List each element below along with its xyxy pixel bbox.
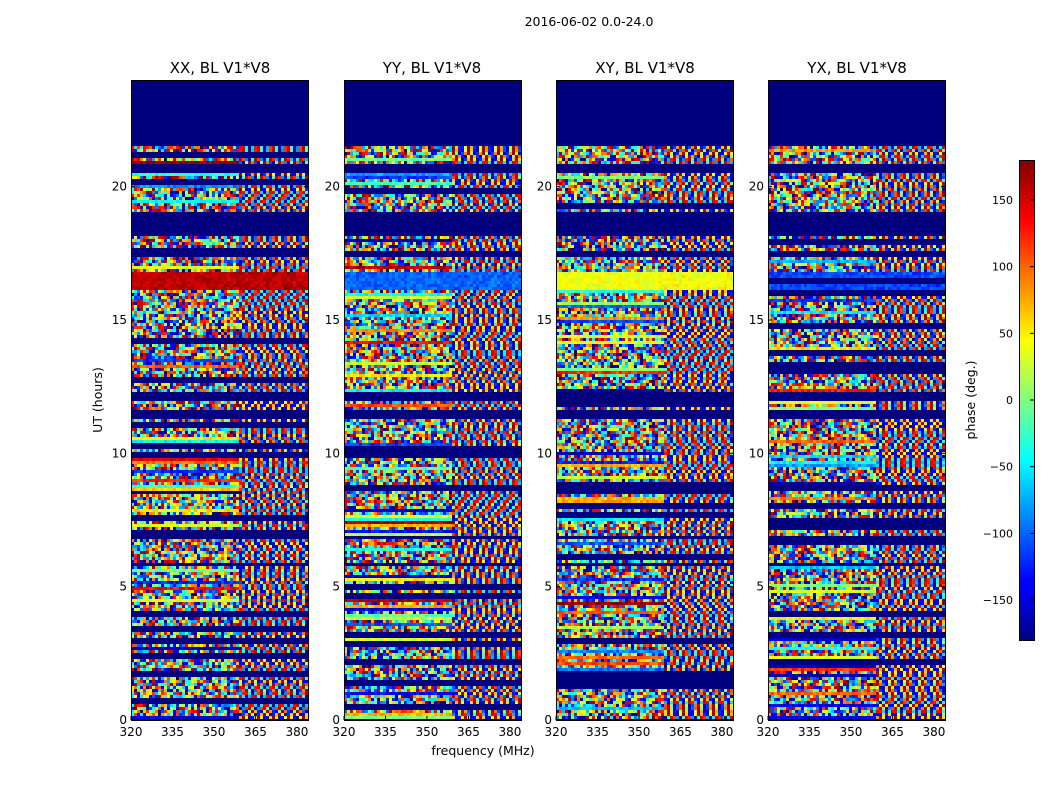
x-tick-label: 335	[161, 725, 184, 739]
colorbar-tick-label: 0	[1006, 394, 1013, 407]
panel-heatmap	[131, 80, 308, 720]
colorbar-tick-label: −150	[983, 594, 1013, 607]
panel-title: XY, BL V1*V8	[595, 59, 695, 77]
x-tick-label: 320	[545, 725, 568, 739]
x-tick-label: 320	[757, 725, 780, 739]
x-tick-label: 320	[333, 725, 356, 739]
colorbar-label: phase (deg.)	[963, 361, 978, 440]
y-tick-label: 15	[537, 313, 552, 327]
colorbar-tick-label: 150	[992, 194, 1013, 207]
y-tick-label: 15	[325, 313, 340, 327]
x-tick-label: 380	[285, 725, 308, 739]
y-axis-label: UT (hours)	[90, 367, 105, 433]
y-tick-label: 10	[749, 446, 764, 460]
x-tick-label: 335	[798, 725, 821, 739]
y-tick-label: 10	[537, 446, 552, 460]
y-tick-label: 5	[756, 580, 764, 594]
y-tick-label: 5	[544, 580, 552, 594]
x-tick-label: 335	[374, 725, 397, 739]
colorbar-tick-label: −100	[983, 527, 1013, 540]
x-tick-label: 320	[120, 725, 143, 739]
panel-title: YY, BL V1*V8	[382, 59, 481, 77]
x-tick-label: 365	[244, 725, 267, 739]
x-tick-label: 335	[586, 725, 609, 739]
colorbar-tick-label: 50	[999, 327, 1013, 340]
x-tick-label: 350	[203, 725, 226, 739]
x-tick-label: 380	[710, 725, 733, 739]
x-tick-label: 350	[628, 725, 651, 739]
y-tick-label: 10	[112, 446, 127, 460]
y-tick-label: 15	[749, 313, 764, 327]
panel-heatmap	[344, 80, 521, 720]
colorbar-tick-label: −50	[990, 461, 1013, 474]
panel-heatmap	[556, 80, 733, 720]
y-tick-label: 15	[112, 313, 127, 327]
x-tick-label: 380	[498, 725, 521, 739]
y-tick-label: 20	[537, 180, 552, 194]
colorbar: 150 100 50 0 −50 −100 −150 phase (deg.)	[963, 161, 1035, 641]
x-axis-label: frequency (MHz)	[431, 743, 534, 758]
panel-title: XX, BL V1*V8	[170, 59, 271, 77]
y-tick-label: 10	[325, 446, 340, 460]
x-tick-label: 365	[881, 725, 904, 739]
y-tick-label: 20	[325, 180, 340, 194]
y-tick-label: 20	[749, 180, 764, 194]
figure-suptitle: 2016-06-02 0.0-24.0	[525, 14, 654, 29]
x-tick-label: 350	[416, 725, 439, 739]
panel-title: YX, BL V1*V8	[806, 59, 907, 77]
x-tick-label: 365	[669, 725, 692, 739]
panel-heatmap	[768, 80, 945, 720]
y-tick-label: 5	[332, 580, 340, 594]
x-tick-label: 365	[457, 725, 480, 739]
x-tick-label: 350	[840, 725, 863, 739]
y-tick-label: 5	[119, 580, 127, 594]
colorbar-tick-label: 100	[992, 261, 1013, 274]
y-tick-label: 20	[112, 180, 127, 194]
x-tick-label: 380	[922, 725, 945, 739]
